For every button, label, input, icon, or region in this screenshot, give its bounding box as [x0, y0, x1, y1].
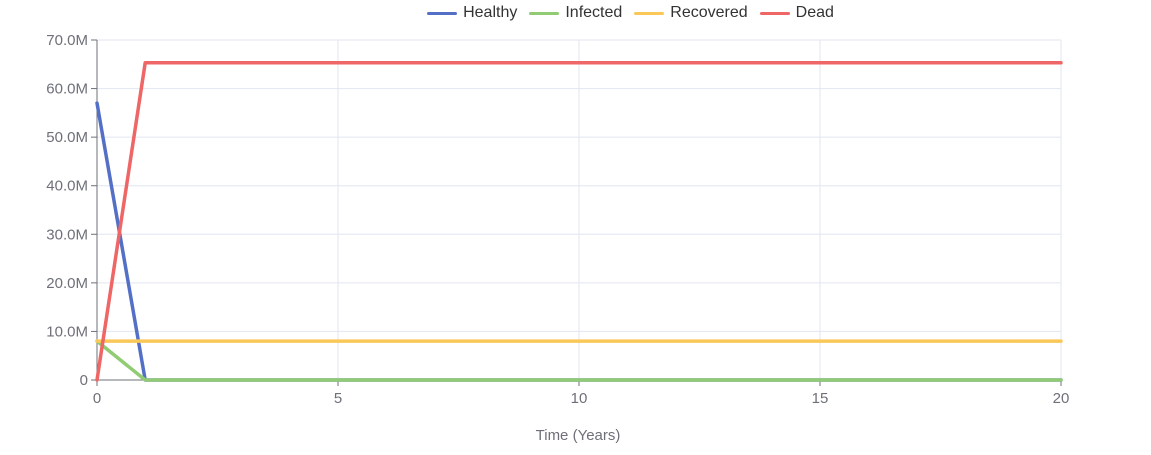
axes	[91, 39, 1062, 386]
legend-item-infected[interactable]: Infected	[529, 3, 622, 23]
legend-swatch-dead	[759, 11, 790, 15]
chart-legend: Healthy Infected Recovered Dead	[0, 3, 1151, 23]
y-tick-label: 10.0M	[46, 323, 88, 340]
y-tick-label: 60.0M	[46, 81, 88, 98]
legend-item-dead[interactable]: Dead	[759, 3, 834, 23]
y-tick-label: 0	[80, 372, 88, 389]
x-tick-label: 10	[571, 390, 588, 407]
legend-label-dead: Dead	[795, 4, 834, 21]
grid-lines	[97, 39, 1062, 380]
x-axis-title: Time (Years)	[536, 427, 621, 444]
y-tick-label: 40.0M	[46, 178, 88, 195]
legend-label-recovered: Recovered	[670, 4, 748, 21]
legend-swatch-infected	[529, 11, 560, 15]
legend-label-healthy: Healthy	[463, 4, 518, 21]
y-tick-label: 70.0M	[46, 32, 88, 49]
x-tick-label: 5	[334, 390, 342, 407]
tick-labels: 0 10.0M 20.0M 30.0M 40.0M 50.0M 60.0M 70.0M 0 5 10…	[46, 32, 1069, 407]
y-tick-label: 20.0M	[46, 275, 88, 292]
legend-swatch-recovered	[634, 11, 665, 15]
y-tick-label: 30.0M	[46, 226, 88, 243]
series-line-infected[interactable]	[95, 339, 1063, 382]
legend-label-infected: Infected	[565, 4, 623, 21]
legend-swatch-healthy	[427, 11, 458, 15]
series-line-dead[interactable]	[95, 61, 1063, 382]
x-tick-label: 15	[812, 390, 829, 407]
legend-item-recovered[interactable]: Recovered	[634, 3, 748, 23]
x-tick-label: 20	[1053, 390, 1070, 407]
series-lines	[95, 61, 1063, 382]
y-tick-label: 50.0M	[46, 129, 88, 146]
legend-item-healthy[interactable]: Healthy	[427, 3, 517, 23]
x-tick-label: 0	[93, 390, 101, 407]
